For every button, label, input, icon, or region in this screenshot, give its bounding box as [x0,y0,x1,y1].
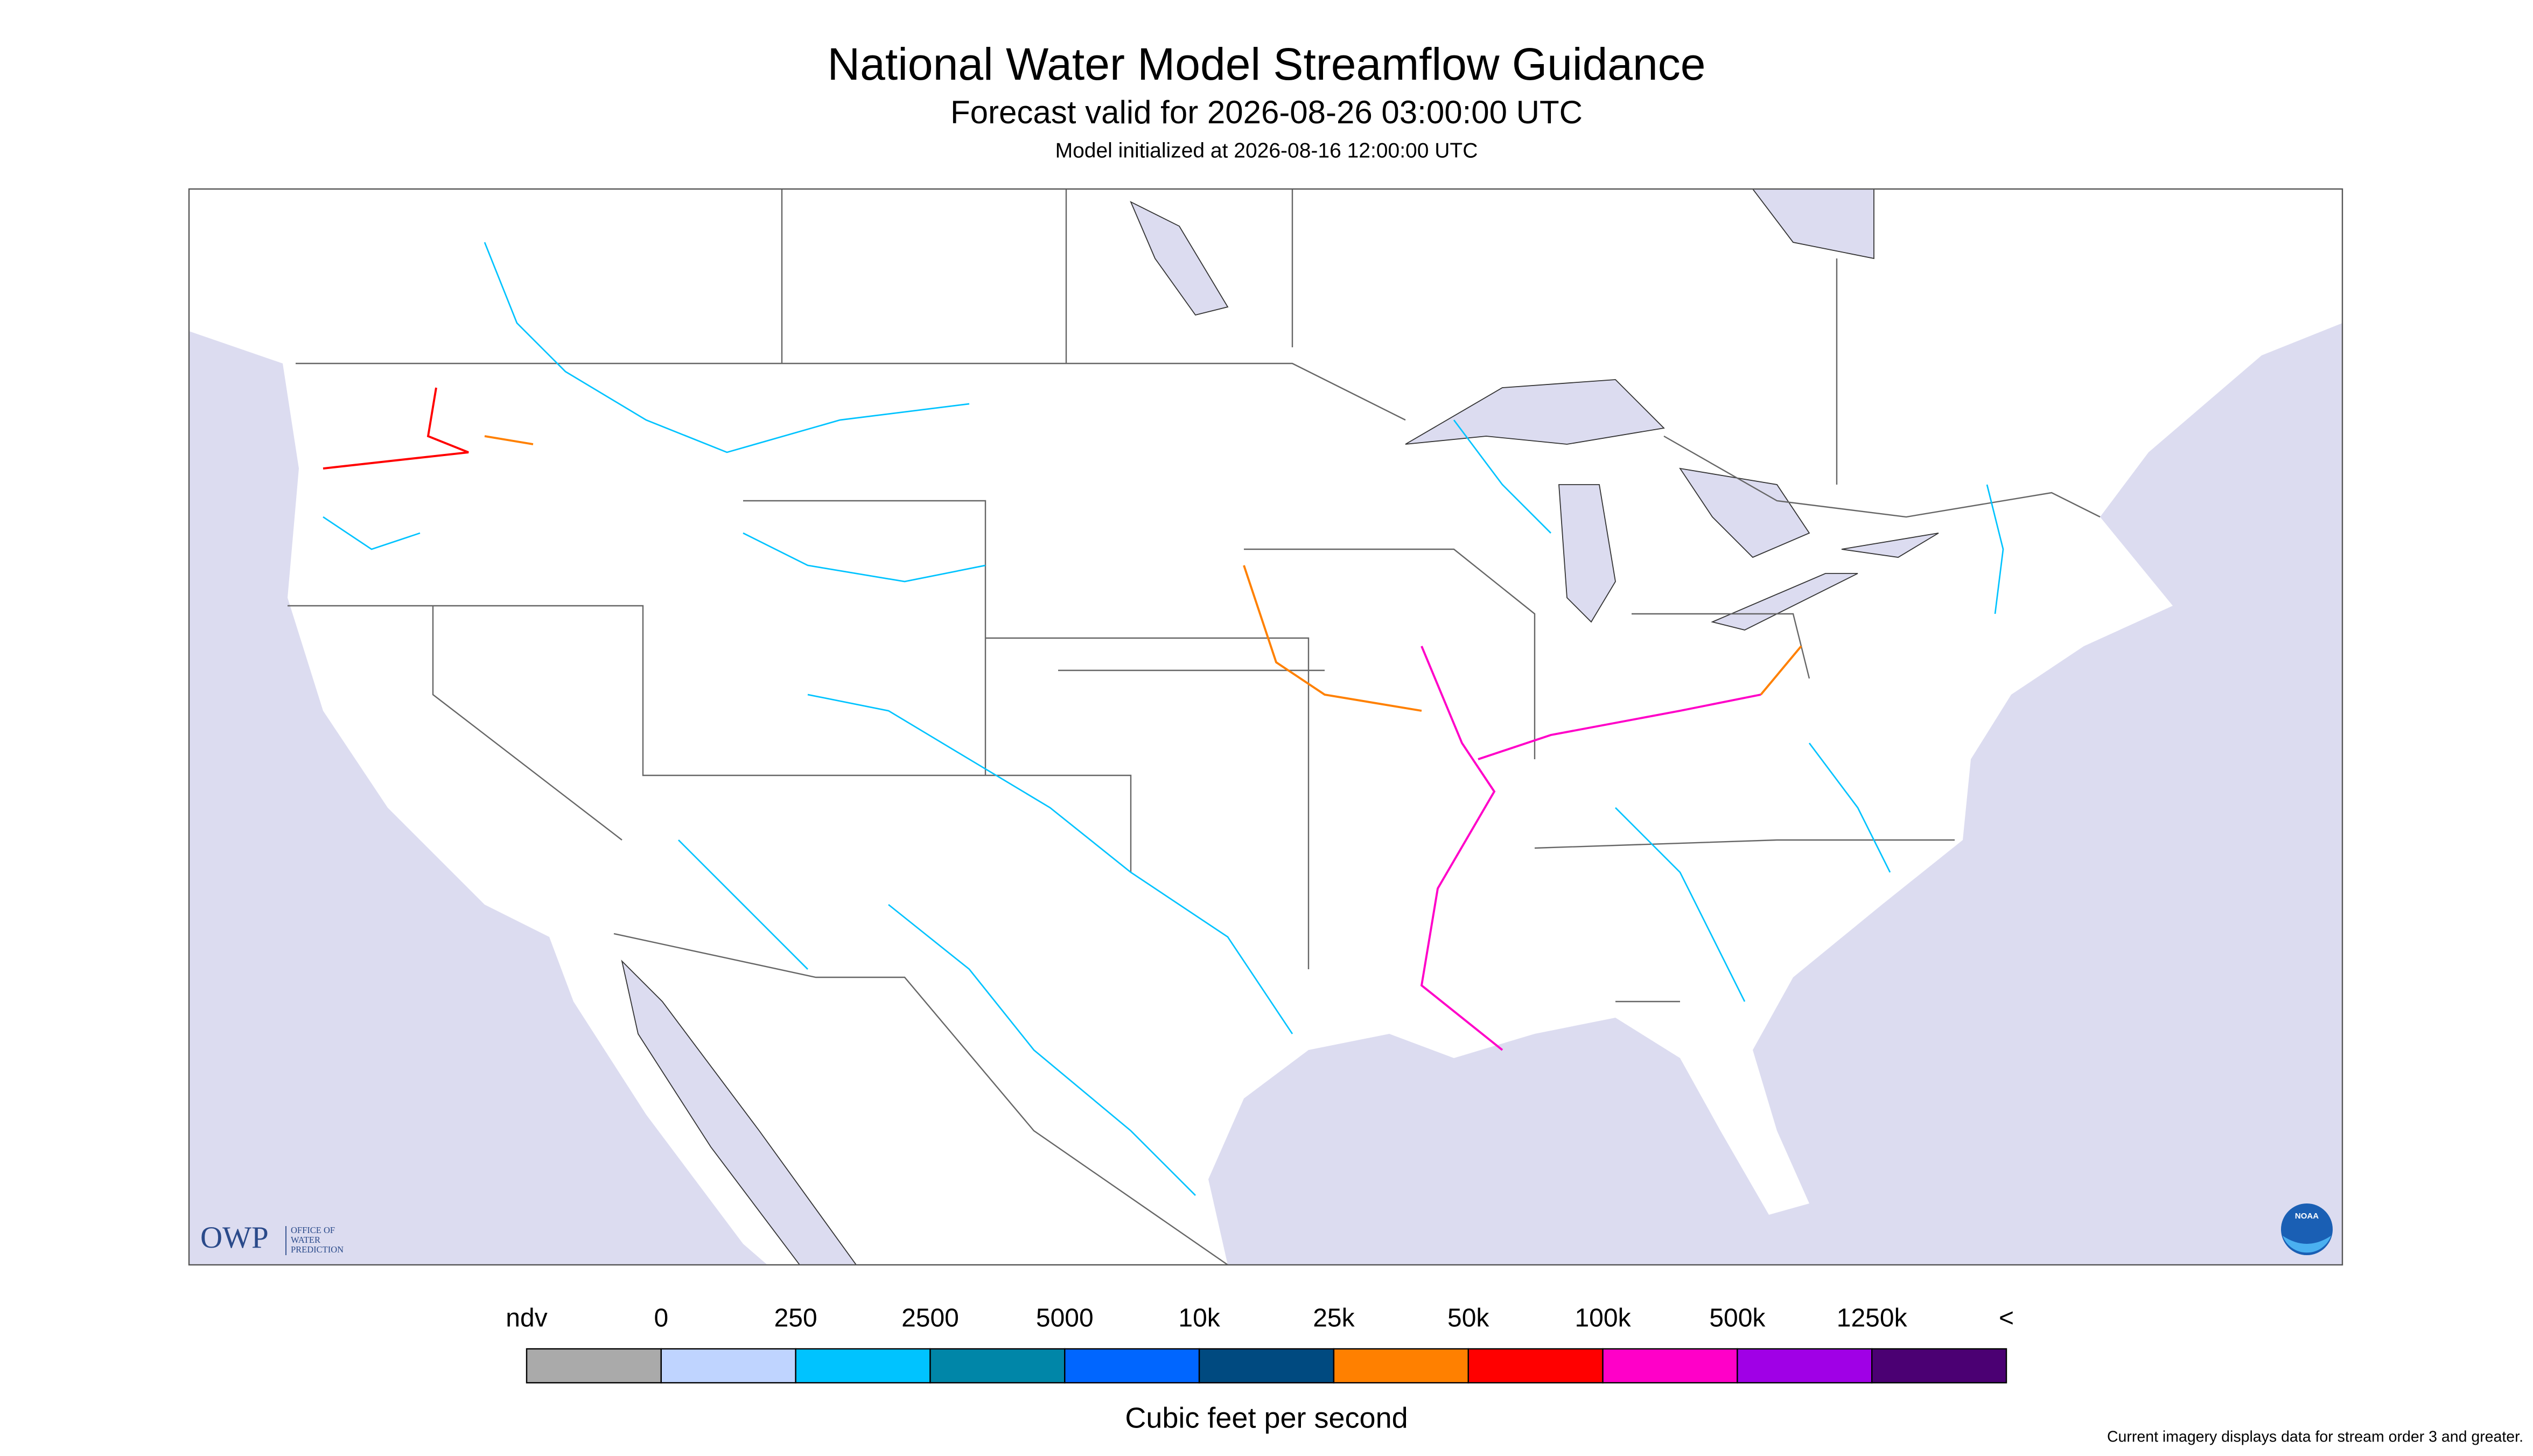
legend-label: 50k [1447,1304,1489,1333]
legend-swatch [1333,1348,1469,1384]
legend-swatch [1737,1348,1873,1384]
legend-label: 2500 [901,1304,959,1333]
logo-name: WATER [291,1235,320,1245]
subtitle: Forecast valid for 2026-08-26 03:00:00 U… [950,94,1583,130]
water-bodies [621,188,1939,1265]
legend-swatch [660,1348,796,1384]
map: OWP OFFICE OF WATER PREDICTION NOAA [188,188,2343,1266]
legend-swatch [929,1348,1066,1384]
legend-unit: Cubic feet per second [1125,1402,1408,1434]
rivers-major [323,387,1802,1051]
noaa-logo: NOAA [2281,1203,2333,1256]
borders [288,189,2101,1265]
map-frame [188,188,2343,1266]
legend-label: ndv [506,1304,547,1333]
noaa-badge: NOAA [2295,1212,2319,1221]
rivers-minor [323,242,2004,1196]
legend: ndv 0 250 2500 5000 10k 25k 50k 100k 500k 1250k < [506,1304,2014,1384]
legend-swatch [1064,1348,1200,1384]
legend-label: 500k [1709,1304,1766,1333]
legend-label: < [1999,1304,2014,1333]
legend-label: 250 [774,1304,817,1333]
legend-swatch [1602,1348,1738,1384]
title: National Water Model Streamflow Guidance [828,39,1706,89]
footnote: Current imagery displays data for stream… [2107,1429,2523,1446]
legend-label: 0 [654,1304,668,1333]
legend-label: 25k [1313,1304,1355,1333]
legend-label: 5000 [1036,1304,1094,1333]
land [189,189,2342,1265]
legend-swatch [795,1348,931,1384]
legend-label: 1250k [1837,1304,1908,1333]
legend-swatch [1871,1348,2007,1384]
owp-logo: OWP OFFICE OF WATER PREDICTION [200,1221,344,1256]
legend-label: 100k [1575,1304,1631,1333]
init-time: Model initialized at 2026-08-16 12:00:00… [1055,139,1478,162]
legend-swatch [526,1348,662,1384]
legend-swatch [1198,1348,1335,1384]
logo-name: PREDICTION [291,1244,344,1255]
legend-swatch [1467,1348,1604,1384]
logo-abbr: OWP [200,1221,269,1255]
logo-name: OFFICE OF [291,1225,335,1235]
legend-label: 10k [1178,1304,1220,1333]
